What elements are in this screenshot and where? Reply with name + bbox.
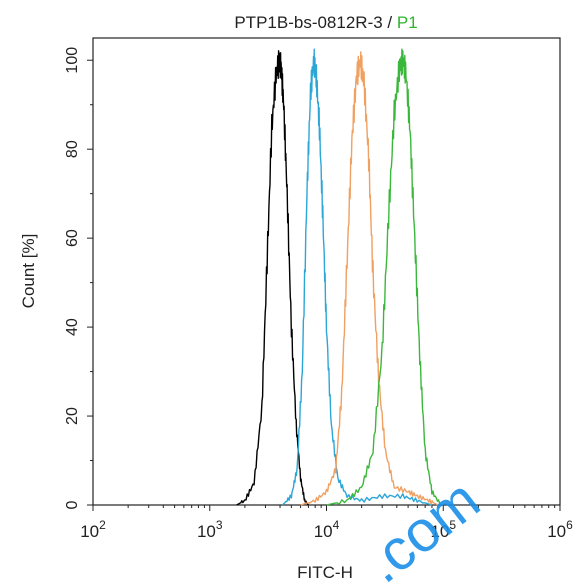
x-tick-label: 106 bbox=[547, 518, 573, 541]
histogram-series-line bbox=[326, 48, 442, 506]
x-tick-label: 103 bbox=[197, 518, 223, 541]
watermark-text: .com bbox=[352, 467, 491, 588]
y-axis-ticks: 0 20 40 60 80 100 bbox=[64, 47, 93, 509]
histogram-series-line bbox=[236, 50, 309, 506]
y-tick-label: 100 bbox=[64, 47, 81, 74]
x-tick-label: 102 bbox=[80, 518, 106, 541]
y-tick-label: 80 bbox=[64, 140, 81, 158]
x-tick-label: 104 bbox=[314, 518, 340, 541]
histogram-series-line bbox=[282, 48, 433, 506]
y-axis-label: Count [%] bbox=[19, 234, 38, 309]
histogram-series-line bbox=[300, 51, 439, 506]
chart-title-gate: P1 bbox=[397, 13, 418, 32]
y-tick-label: 0 bbox=[64, 500, 81, 509]
chart-title-separator: / bbox=[383, 13, 397, 32]
histogram-series-group bbox=[236, 48, 442, 506]
chart-title: PTP1B-bs-0812R-3 / P1 bbox=[234, 13, 417, 32]
x-axis-ticks: 102 103 104 105 106 bbox=[80, 505, 573, 541]
x-tick-label: 105 bbox=[430, 518, 456, 541]
x-axis-label: FITC-H bbox=[297, 563, 353, 582]
y-tick-label: 60 bbox=[64, 229, 81, 247]
y-tick-label: 40 bbox=[64, 318, 81, 336]
chart-title-sample: PTP1B-bs-0812R-3 bbox=[234, 13, 382, 32]
y-tick-label: 20 bbox=[64, 407, 81, 425]
plot-area-frame bbox=[92, 37, 561, 506]
